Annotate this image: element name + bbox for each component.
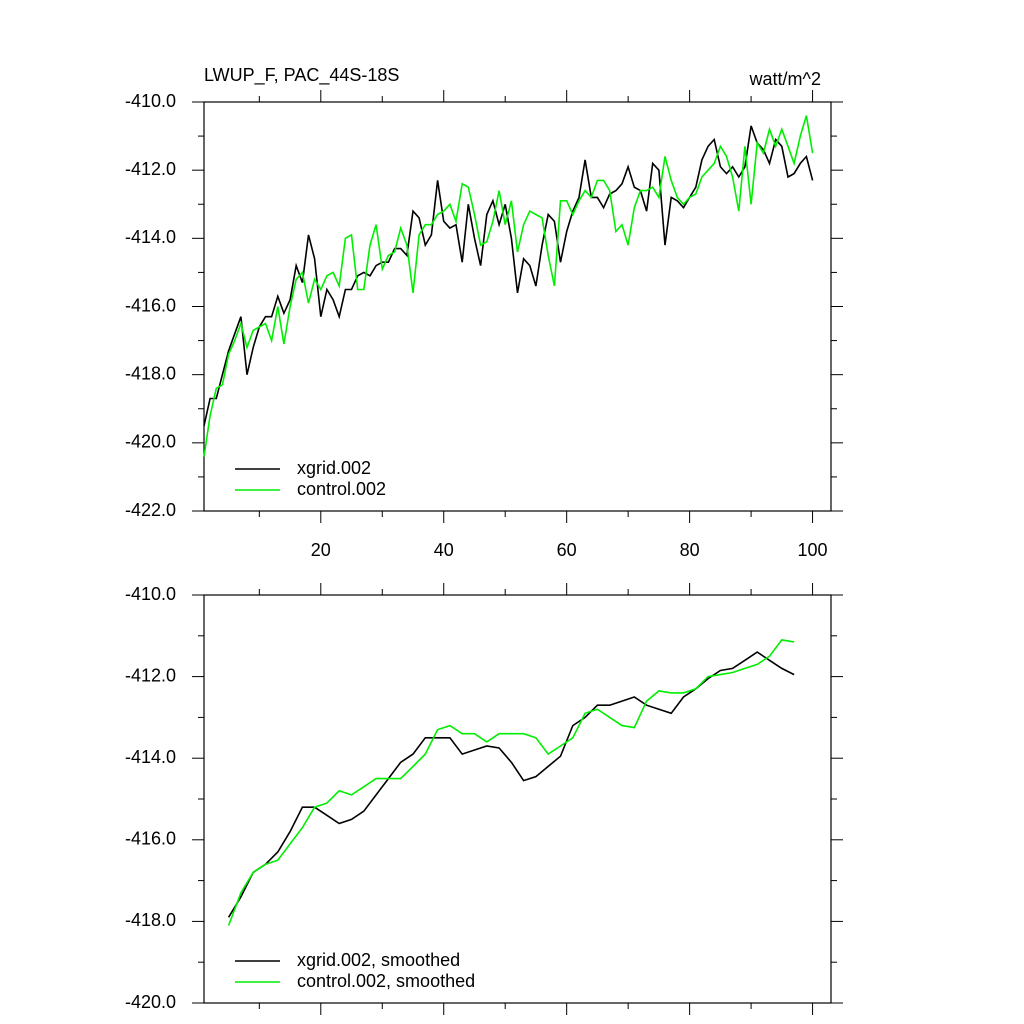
y-tick-label: -420.0 [125, 992, 176, 1012]
y-tick-label: -414.0 [125, 747, 176, 767]
x-tick-label: 100 [798, 540, 828, 560]
x-tick-label: 60 [557, 540, 577, 560]
y-tick-label: -418.0 [125, 363, 176, 383]
x-tick-label: 20 [311, 540, 331, 560]
legend-label: xgrid.002, smoothed [297, 950, 460, 970]
x-tick-label: 40 [434, 540, 454, 560]
y-tick-label: -410.0 [125, 584, 176, 604]
plot-frame [203, 594, 832, 1004]
y-tick-label: -420.0 [125, 432, 176, 452]
plot-frame [203, 101, 832, 512]
series-line [203, 115, 814, 457]
units-label: watt/m^2 [749, 69, 821, 89]
y-tick-label: -410.0 [125, 91, 176, 111]
y-tick-label: -412.0 [125, 159, 176, 179]
series-line [203, 125, 814, 426]
legend-label: control.002 [297, 479, 386, 499]
y-tick-label: -412.0 [125, 665, 176, 685]
legend-label: xgrid.002 [297, 458, 371, 478]
chart-title: LWUP_F, PAC_44S-18S [204, 65, 399, 86]
series-line [227, 639, 795, 926]
y-tick-label: -416.0 [125, 829, 176, 849]
legend-label: control.002, smoothed [297, 971, 475, 991]
x-tick-label: 80 [680, 540, 700, 560]
y-tick-label: -418.0 [125, 910, 176, 930]
series-line [227, 651, 795, 918]
y-tick-label: -416.0 [125, 295, 176, 315]
y-tick-label: -414.0 [125, 227, 176, 247]
y-tick-label: -422.0 [125, 500, 176, 520]
